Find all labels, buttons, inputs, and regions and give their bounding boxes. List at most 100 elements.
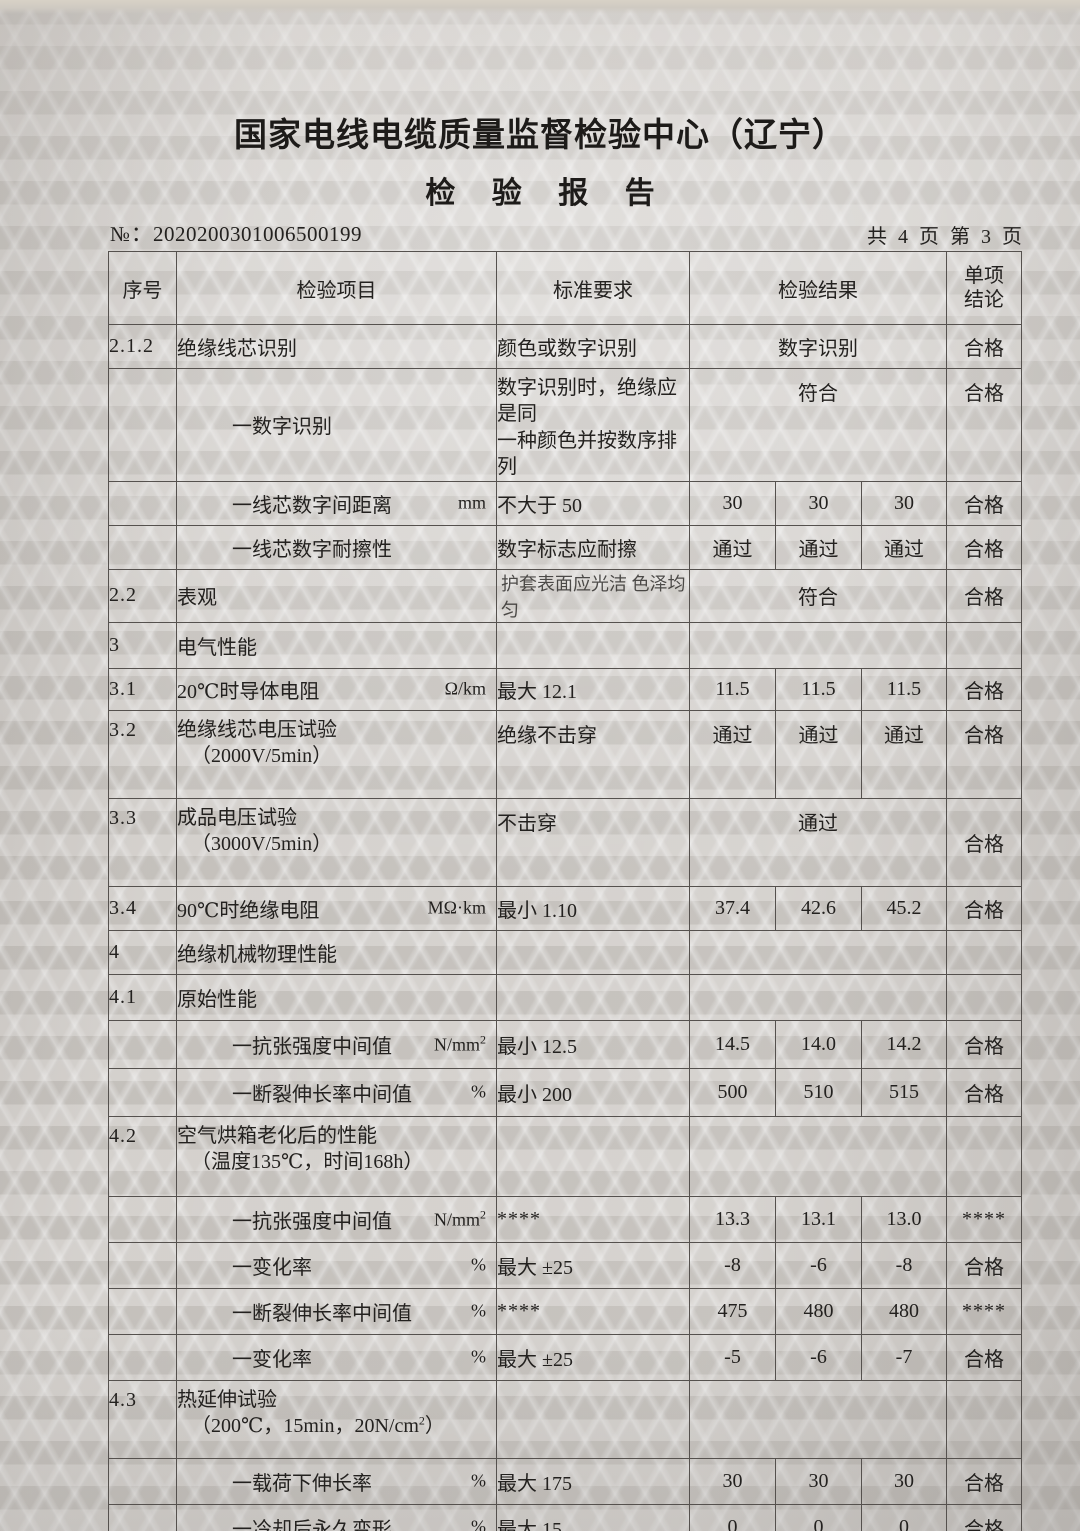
row-result-1: -5 <box>689 1333 776 1381</box>
row-item: 一断裂伸长率中间值 % <box>176 1287 497 1335</box>
row-result-3: 14.2 <box>861 1019 947 1069</box>
row-conclusion <box>946 621 1022 669</box>
row-no: 4.3 <box>108 1379 177 1459</box>
row-result-merged: 通过 <box>689 797 947 887</box>
row-result-3: 480 <box>861 1287 947 1335</box>
row-item-line2: （2000V/5min） <box>191 744 333 767</box>
row-item-line1: 绝缘线芯电压试验 <box>177 718 337 741</box>
row-conclusion-text: 合格 <box>964 724 1004 747</box>
row-item: 绝缘机械物理性能 <box>176 929 497 975</box>
row-item: 一抗张强度中间值 N/mm2 <box>176 1019 497 1069</box>
row-item: 90℃时绝缘电阻 MΩ·km <box>176 885 497 931</box>
row-conclusion: 合格 <box>946 1457 1022 1505</box>
row-conclusion: 合格 <box>946 1503 1022 1531</box>
row-standard <box>496 1379 690 1459</box>
table-row: 一断裂伸长率中间值 % **** 475 480 480 **** <box>108 1287 1022 1335</box>
row-unit: % <box>471 1516 486 1531</box>
row-item-text: 一载荷下伸长率 <box>232 1472 372 1495</box>
row-standard-line1: 数字识别时，绝缘应是同 <box>497 377 677 426</box>
row-unit: % <box>471 1346 486 1367</box>
row-no <box>108 1019 177 1069</box>
row-item-text: 一抗张强度中间值 <box>232 1210 392 1233</box>
table-row: 一断裂伸长率中间值 % 最小 200 500 510 515 合格 <box>108 1067 1022 1117</box>
row-conclusion: 合格 <box>946 1241 1022 1289</box>
row-conclusion: 合格 <box>946 667 1022 711</box>
row-item-text: 20℃时导体电阻 <box>177 680 320 703</box>
row-result-3: 通过 <box>861 524 947 570</box>
row-result-3: 0 <box>861 1503 947 1531</box>
row-result-merged <box>689 1115 947 1197</box>
row-no <box>108 1333 177 1381</box>
row-result-2: 42.6 <box>775 885 862 931</box>
row-result-2: 11.5 <box>775 667 862 711</box>
row-result-1: 13.3 <box>689 1195 776 1243</box>
row-no <box>108 1195 177 1243</box>
row-no-text: 4.3 <box>109 1388 137 1411</box>
table-header-row: 序号 检验项目 标准要求 检验结果 单项 结论 <box>108 251 1022 325</box>
row-result-merged: 数字识别 <box>689 324 947 369</box>
report-number: №：2020200301006500199 <box>110 218 362 248</box>
row-standard <box>496 929 690 975</box>
row-result-2: 0 <box>775 1503 862 1531</box>
row-unit-exponent: 2 <box>480 1207 486 1222</box>
row-conclusion: 合格 <box>946 1019 1022 1069</box>
row-result-3: -8 <box>861 1241 947 1289</box>
row-unit: N/mm2 <box>434 1208 486 1231</box>
row-unit: Ω/km <box>444 678 486 699</box>
row-conclusion <box>946 1379 1022 1459</box>
row-standard: 最大 15 <box>496 1503 690 1531</box>
row-standard-text: 不击穿 <box>497 812 557 835</box>
row-result-merged <box>689 973 947 1021</box>
row-unit: N/mm2 <box>434 1033 486 1056</box>
row-standard: 最小 200 <box>496 1067 690 1117</box>
row-result-2: 14.0 <box>775 1019 862 1069</box>
row-standard: 护套表面应光洁 色泽均匀 <box>496 568 690 623</box>
row-item-line1: 热延伸试验 <box>177 1388 277 1411</box>
row-result-3: 30 <box>861 480 947 526</box>
row-no <box>108 1067 177 1117</box>
row-conclusion-text: 合格 <box>964 383 1004 405</box>
row-result-3: 45.2 <box>861 885 947 931</box>
row-item: 绝缘线芯识别 <box>176 324 497 369</box>
row-item-text: 一数字识别 <box>232 416 332 439</box>
row-item: 一变化率 % <box>176 1241 497 1289</box>
row-result-1: -8 <box>689 1241 776 1289</box>
row-item-line1: 空气烘箱老化后的性能 <box>177 1124 377 1147</box>
row-no: 3.3 <box>108 797 177 887</box>
row-no <box>108 1287 177 1335</box>
row-item-text: 一断裂伸长率中间值 <box>232 1302 412 1325</box>
row-result-merged <box>689 621 947 669</box>
row-result-2: 通过 <box>775 709 862 799</box>
row-conclusion: 合格 <box>946 368 1022 482</box>
table-row: 一变化率 % 最大 ±25 -5 -6 -7 合格 <box>108 1333 1022 1381</box>
row-result-2-text: 通过 <box>798 724 839 747</box>
row-result-text: 符合 <box>798 383 838 405</box>
table-row: 一载荷下伸长率 % 最大 175 30 30 30 合格 <box>108 1457 1022 1505</box>
row-no <box>108 480 177 526</box>
row-conclusion-text: 合格 <box>964 833 1004 856</box>
row-unit: % <box>471 1470 486 1491</box>
header-cell-result: 检验结果 <box>689 251 947 325</box>
row-result-1: 0 <box>689 1503 776 1531</box>
row-no: 2.1.2 <box>108 324 177 369</box>
row-result-1: 通过 <box>689 709 776 799</box>
row-result-merged: 符合 <box>689 568 947 623</box>
row-item: 一抗张强度中间值 N/mm2 <box>176 1195 497 1243</box>
row-no: 3.2 <box>108 709 177 799</box>
row-result-1: 500 <box>689 1067 776 1117</box>
row-result-3: 515 <box>861 1067 947 1117</box>
row-item-line2: （3000V/5min） <box>191 832 333 855</box>
row-result-3: 11.5 <box>861 667 947 711</box>
row-result-1: 14.5 <box>689 1019 776 1069</box>
row-result-1: 37.4 <box>689 885 776 931</box>
row-result-2: -6 <box>775 1333 862 1381</box>
row-standard <box>496 973 690 1021</box>
table-row: 4.1 原始性能 <box>108 973 1022 1021</box>
row-result-2: 13.1 <box>775 1195 862 1243</box>
header-cell-item: 检验项目 <box>176 251 497 325</box>
row-conclusion: 合格 <box>946 797 1022 887</box>
document-title: 检 验 报 告 <box>425 176 668 211</box>
row-standard: 最小 12.5 <box>496 1019 690 1069</box>
row-standard: 最大 175 <box>496 1457 690 1505</box>
header-conclusion-line2: 结论 <box>964 289 1004 311</box>
